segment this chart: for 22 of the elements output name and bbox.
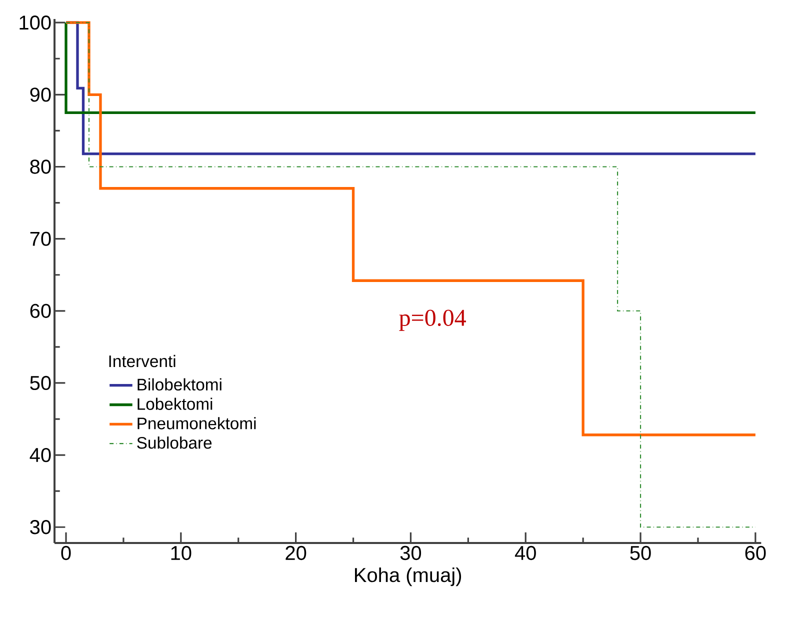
x-tick-label: 50 <box>630 546 651 560</box>
y-tick-label: 100 <box>20 16 51 30</box>
legend-label: Lobektomi <box>138 398 212 410</box>
y-tick-label: 30 <box>30 520 51 534</box>
legend-title: Interventi <box>109 354 176 368</box>
x-tick-label: 20 <box>286 546 306 560</box>
y-tick-label: 90 <box>30 88 51 102</box>
y-tick-label: 80 <box>30 160 51 174</box>
x-tick-label: 30 <box>400 546 422 560</box>
x-tick-label: 60 <box>745 546 766 560</box>
legend-label: Sublobare <box>137 436 212 449</box>
legend-label: Pneumonektomi <box>138 417 256 430</box>
x-tick-label: 10 <box>171 546 192 560</box>
y-tick-label: 40 <box>30 448 51 462</box>
x-tick-label: 40 <box>514 546 536 560</box>
annotation: p=0.04 <box>399 310 466 331</box>
legend-label: Bilobektomi <box>138 378 222 391</box>
y-tick-label: 50 <box>30 376 51 390</box>
x-axis-title: Koha (muaj) <box>355 567 462 586</box>
y-tick-label: 70 <box>30 232 51 246</box>
y-tick-label: 60 <box>30 304 51 318</box>
x-tick-label: 0 <box>61 546 71 560</box>
